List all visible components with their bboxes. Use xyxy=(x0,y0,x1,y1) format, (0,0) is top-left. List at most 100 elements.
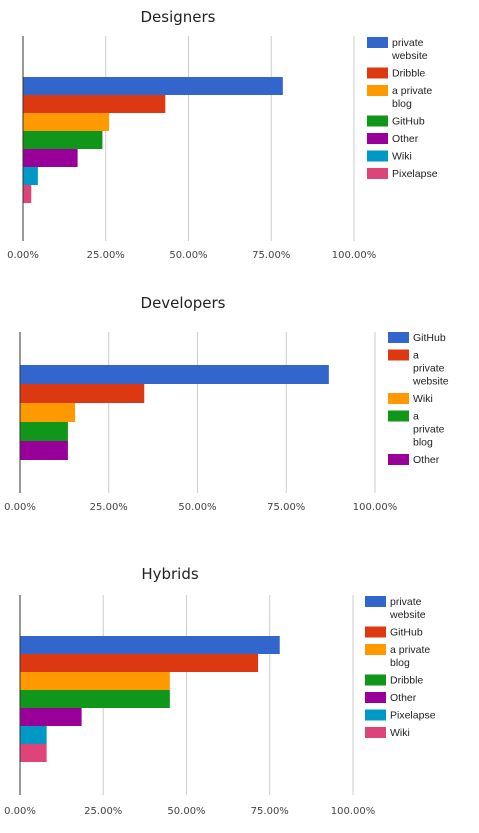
bar-wiki[interactable] xyxy=(20,744,47,762)
legend-item-github[interactable]: GitHub xyxy=(388,332,446,344)
legend-label: Wiki xyxy=(392,151,412,163)
legend-swatch xyxy=(367,115,388,127)
chart-title: Developers xyxy=(141,294,226,312)
legend-label: Other xyxy=(392,133,419,145)
bar-other[interactable] xyxy=(23,149,78,167)
x-tick-label: 25.00% xyxy=(90,502,128,513)
legend-label: a private xyxy=(392,85,432,97)
legend-item-wiki[interactable]: Wiki xyxy=(365,727,410,739)
legend-label: private xyxy=(390,596,422,608)
legend-swatch xyxy=(365,709,386,721)
legend-label: Dribble xyxy=(392,68,425,80)
legend-label: a xyxy=(413,411,419,423)
legend-swatch xyxy=(365,626,386,638)
legend-label: Wiki xyxy=(390,727,410,739)
legend-label: private xyxy=(413,424,445,436)
x-tick-label: 75.00% xyxy=(252,250,290,261)
bar-other[interactable] xyxy=(20,441,68,460)
legend-label: Dribble xyxy=(390,675,423,687)
legend-swatch xyxy=(388,349,409,361)
legend-item-github[interactable]: GitHub xyxy=(365,626,423,639)
legend-item-github[interactable]: GitHub xyxy=(367,115,425,128)
chart-title: Designers xyxy=(141,8,216,26)
bar-pixelapse[interactable] xyxy=(23,185,32,203)
legend-label: Wiki xyxy=(413,393,433,405)
bar-wiki[interactable] xyxy=(20,403,76,422)
bar-pixelapse[interactable] xyxy=(20,726,47,744)
legend-item-other[interactable]: Other xyxy=(365,692,417,704)
legend-swatch xyxy=(388,410,409,422)
legend-swatch xyxy=(367,85,388,96)
x-tick-label: 50.00% xyxy=(178,502,216,513)
legend-swatch xyxy=(365,692,386,703)
legend-swatch xyxy=(388,332,409,343)
legend-item-pixelapse[interactable]: Pixelapse xyxy=(365,709,436,722)
legend-swatch xyxy=(367,133,388,144)
legend-label: GitHub xyxy=(390,627,423,639)
bar-a-private-website[interactable] xyxy=(20,384,145,403)
legend-item-wiki[interactable]: Wiki xyxy=(388,393,433,405)
bar-github[interactable] xyxy=(20,365,329,384)
bar-private-website[interactable] xyxy=(20,636,280,654)
legend-label: GitHub xyxy=(413,332,446,344)
bar-github[interactable] xyxy=(23,131,103,149)
legend-swatch xyxy=(365,644,386,655)
chart-title: Hybrids xyxy=(141,565,199,583)
legend-swatch xyxy=(367,168,388,179)
legend-label: website xyxy=(389,609,426,621)
bar-github[interactable] xyxy=(20,654,259,672)
legend-label: blog xyxy=(413,437,433,449)
legend-swatch xyxy=(388,454,409,465)
legend-label: private xyxy=(392,37,424,49)
bar-a-private-blog[interactable] xyxy=(20,422,68,441)
legend-label: GitHub xyxy=(392,116,425,128)
bar-private-website[interactable] xyxy=(23,77,283,95)
bar-other[interactable] xyxy=(20,708,82,726)
legend-label: website xyxy=(412,376,449,388)
x-tick-label: 75.00% xyxy=(267,502,305,513)
x-tick-label: 0.00% xyxy=(4,806,36,817)
bar-wiki[interactable] xyxy=(23,167,38,185)
developers-chart: Developers 0.00% 25.00% 50.00% 75.00% 100.00%… xyxy=(4,294,449,513)
bar-dribble[interactable] xyxy=(23,95,166,113)
legend-swatch xyxy=(365,674,386,686)
legend-label: Pixelapse xyxy=(392,168,438,180)
hybrids-chart: Hybrids 0.00% 25.00% 50.00% 75.00% 100.00% pri… xyxy=(4,565,436,817)
legend-label: a xyxy=(413,350,419,362)
legend-label: blog xyxy=(390,657,410,669)
legend-swatch xyxy=(367,67,388,79)
legend-label: private xyxy=(413,363,445,375)
legend-item-dribble[interactable]: Dribble xyxy=(367,67,425,80)
legend-swatch xyxy=(388,393,409,404)
legend-item-other[interactable]: Other xyxy=(388,454,440,466)
x-tick-label: 0.00% xyxy=(4,502,36,513)
bar-dribble[interactable] xyxy=(20,690,170,708)
legend-swatch xyxy=(367,150,388,162)
x-tick-label: 100.00% xyxy=(332,250,377,261)
bar-a-private-blog[interactable] xyxy=(23,113,110,131)
legend-label: website xyxy=(391,50,428,62)
x-tick-label: 50.00% xyxy=(167,806,205,817)
x-tick-label: 100.00% xyxy=(353,502,398,513)
legend-label: Pixelapse xyxy=(390,710,436,722)
legend-item-wiki[interactable]: Wiki xyxy=(367,150,412,163)
bar-a-private-blog[interactable] xyxy=(20,672,170,690)
legend-label: blog xyxy=(392,98,412,110)
legend-label: Other xyxy=(390,692,417,704)
x-tick-label: 25.00% xyxy=(84,806,122,817)
legend-item-dribble[interactable]: Dribble xyxy=(365,674,423,687)
x-tick-label: 75.00% xyxy=(251,806,289,817)
legend-item-other[interactable]: Other xyxy=(367,133,419,145)
x-tick-label: 50.00% xyxy=(169,250,207,261)
legend-swatch xyxy=(365,596,386,607)
legend-item-pixelapse[interactable]: Pixelapse xyxy=(367,168,438,180)
designers-chart: Designers 0.00% 25.00% 50.00% 75.00% 100.00% p… xyxy=(7,8,438,261)
legend-label: Other xyxy=(413,454,440,466)
